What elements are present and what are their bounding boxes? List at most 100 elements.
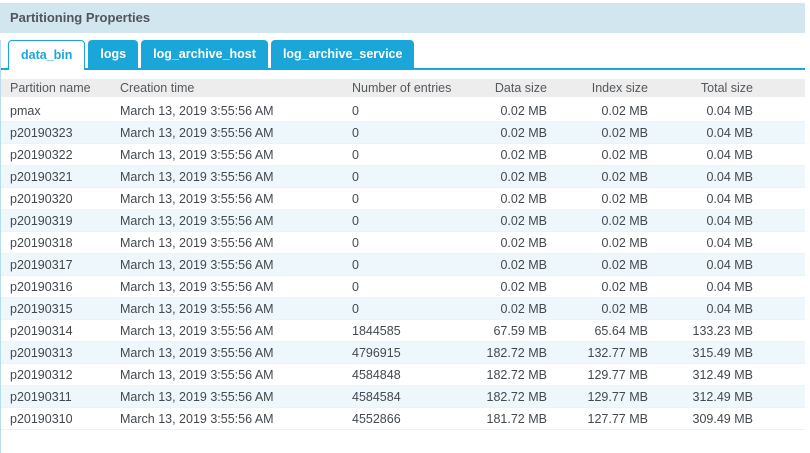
cell: 0.04 MB bbox=[648, 276, 753, 298]
panel-title-bar: Partitioning Properties bbox=[0, 3, 805, 33]
cell: 0 bbox=[342, 298, 462, 320]
cell: 0 bbox=[342, 166, 462, 188]
tab-data_bin[interactable]: data_bin bbox=[8, 40, 86, 70]
column-header: Total size bbox=[648, 79, 753, 100]
table-row: p20190317 March 13, 2019 3:55:56 AM 0 0.02 … bbox=[1, 254, 805, 276]
cell: 0.02 MB bbox=[462, 122, 547, 144]
cell: 129.77 MB bbox=[547, 364, 648, 386]
panel-body: data_bin logs log_archive_host log_archive_… bbox=[0, 40, 805, 453]
cell: March 13, 2019 3:55:56 AM bbox=[112, 188, 342, 210]
cell: p20190321 bbox=[1, 166, 112, 188]
cell: p20190310 bbox=[1, 408, 112, 430]
cell: 0.02 MB bbox=[462, 210, 547, 232]
table-row: p20190311 March 13, 2019 3:55:56 AM 458458… bbox=[1, 386, 805, 408]
cell: 0 bbox=[342, 232, 462, 254]
cell: 0.02 MB bbox=[547, 254, 648, 276]
cell: 181.72 MB bbox=[462, 408, 547, 430]
cell: March 13, 2019 3:55:56 AM bbox=[112, 166, 342, 188]
cell: 65.64 MB bbox=[547, 320, 648, 342]
cell: 4584848 bbox=[342, 364, 462, 386]
cell: 0.02 MB bbox=[462, 188, 547, 210]
table-row: p20190318 March 13, 2019 3:55:56 AM 0 0.02 … bbox=[1, 232, 805, 254]
cell: March 13, 2019 3:55:56 AM bbox=[112, 210, 342, 232]
cell: p20190322 bbox=[1, 144, 112, 166]
tab-log_archive_host[interactable]: log_archive_host bbox=[141, 40, 268, 68]
cell: pmax bbox=[1, 100, 112, 122]
table-body: pmax March 13, 2019 3:55:56 AM 0 0.02 MB 0.0… bbox=[1, 100, 805, 430]
tab-bar: data_bin logs log_archive_host log_archive_… bbox=[1, 40, 805, 70]
cell: 0.04 MB bbox=[648, 144, 753, 166]
cell: p20190319 bbox=[1, 210, 112, 232]
cell: p20190313 bbox=[1, 342, 112, 364]
cell: 0.04 MB bbox=[648, 254, 753, 276]
cell: 0 bbox=[342, 188, 462, 210]
cell: 0.02 MB bbox=[547, 276, 648, 298]
cell: 315.49 MB bbox=[648, 342, 753, 364]
cell: p20190314 bbox=[1, 320, 112, 342]
cell: 0.04 MB bbox=[648, 210, 753, 232]
cell: 312.49 MB bbox=[648, 364, 753, 386]
cell: p20190312 bbox=[1, 364, 112, 386]
column-header: Partition name bbox=[1, 79, 112, 100]
cell: p20190323 bbox=[1, 122, 112, 144]
cell: 0.04 MB bbox=[648, 188, 753, 210]
cell: 0.02 MB bbox=[462, 276, 547, 298]
cell: p20190311 bbox=[1, 386, 112, 408]
cell: 0 bbox=[342, 122, 462, 144]
cell: March 13, 2019 3:55:56 AM bbox=[112, 254, 342, 276]
cell: 0.04 MB bbox=[648, 100, 753, 122]
table-row: p20190310 March 13, 2019 3:55:56 AM 455286… bbox=[1, 408, 805, 430]
cell: March 13, 2019 3:55:56 AM bbox=[112, 298, 342, 320]
cell: March 13, 2019 3:55:56 AM bbox=[112, 122, 342, 144]
panel-title: Partitioning Properties bbox=[10, 10, 151, 25]
cell: 182.72 MB bbox=[462, 342, 547, 364]
column-header: Data size bbox=[462, 79, 547, 100]
cell: p20190318 bbox=[1, 232, 112, 254]
table-row: p20190313 March 13, 2019 3:55:56 AM 479691… bbox=[1, 342, 805, 364]
cell: 0 bbox=[342, 100, 462, 122]
cell: March 13, 2019 3:55:56 AM bbox=[112, 144, 342, 166]
cell: 182.72 MB bbox=[462, 386, 547, 408]
table-row: p20190316 March 13, 2019 3:55:56 AM 0 0.02 … bbox=[1, 276, 805, 298]
cell: March 13, 2019 3:55:56 AM bbox=[112, 276, 342, 298]
cell: 312.49 MB bbox=[648, 386, 753, 408]
cell: 0.02 MB bbox=[547, 144, 648, 166]
cell: 133.23 MB bbox=[648, 320, 753, 342]
cell: 0.04 MB bbox=[648, 298, 753, 320]
table-row: p20190314 March 13, 2019 3:55:56 AM 184458… bbox=[1, 320, 805, 342]
table-row: pmax March 13, 2019 3:55:56 AM 0 0.02 MB 0.0… bbox=[1, 100, 805, 122]
cell: 0 bbox=[342, 144, 462, 166]
tab-logs[interactable]: logs bbox=[88, 40, 139, 68]
cell: p20190320 bbox=[1, 188, 112, 210]
cell: 0.02 MB bbox=[462, 298, 547, 320]
tab-log_archive_service[interactable]: log_archive_service bbox=[270, 40, 415, 68]
cell: p20190315 bbox=[1, 298, 112, 320]
cell: 0 bbox=[342, 276, 462, 298]
cell: 132.77 MB bbox=[547, 342, 648, 364]
cell: 4552866 bbox=[342, 408, 462, 430]
table-row: p20190321 March 13, 2019 3:55:56 AM 0 0.02 … bbox=[1, 166, 805, 188]
cell: 4796915 bbox=[342, 342, 462, 364]
cell: 182.72 MB bbox=[462, 364, 547, 386]
cell: 0 bbox=[342, 210, 462, 232]
cell: 309.49 MB bbox=[648, 408, 753, 430]
cell: March 13, 2019 3:55:56 AM bbox=[112, 364, 342, 386]
cell: March 13, 2019 3:55:56 AM bbox=[112, 386, 342, 408]
cell: p20190317 bbox=[1, 254, 112, 276]
table-row: p20190320 March 13, 2019 3:55:56 AM 0 0.02 … bbox=[1, 188, 805, 210]
table-row: p20190323 March 13, 2019 3:55:56 AM 0 0.02 … bbox=[1, 122, 805, 144]
column-header: Number of entries bbox=[342, 79, 462, 100]
table-row: p20190312 March 13, 2019 3:55:56 AM 458484… bbox=[1, 364, 805, 386]
partitions-table: Partition name Creation time Number of ent… bbox=[1, 79, 805, 430]
cell: 67.59 MB bbox=[462, 320, 547, 342]
cell: 0.02 MB bbox=[547, 166, 648, 188]
cell: March 13, 2019 3:55:56 AM bbox=[112, 100, 342, 122]
column-header: Creation time bbox=[112, 79, 342, 100]
column-header: Index size bbox=[547, 79, 648, 100]
cell: 1844585 bbox=[342, 320, 462, 342]
cell: 0.02 MB bbox=[547, 298, 648, 320]
cell: 0.02 MB bbox=[547, 210, 648, 232]
cell: 0.02 MB bbox=[547, 232, 648, 254]
cell: 0.04 MB bbox=[648, 166, 753, 188]
cell: March 13, 2019 3:55:56 AM bbox=[112, 320, 342, 342]
